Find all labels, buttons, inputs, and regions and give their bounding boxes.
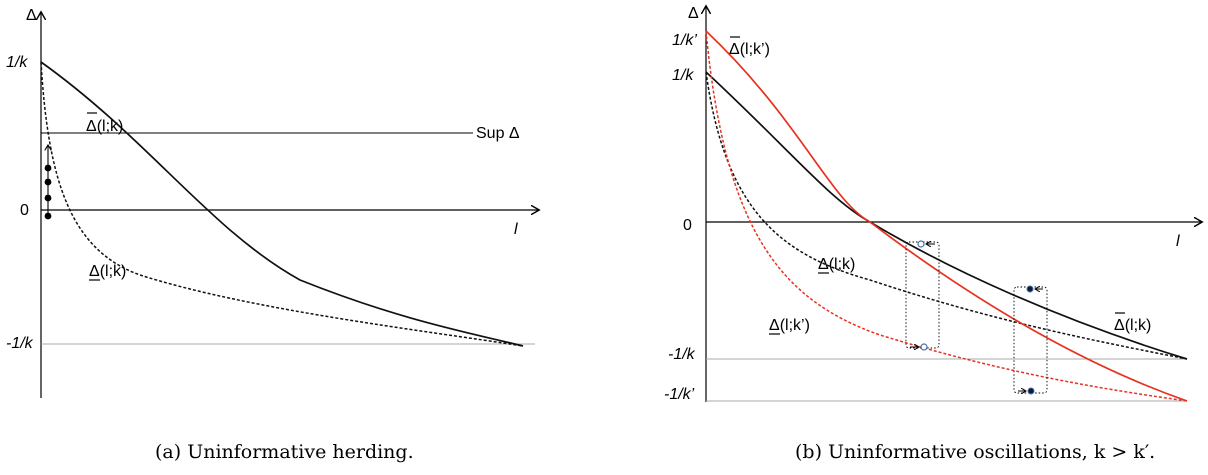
- panel-a-caption: (a) Uninformative herding.: [155, 441, 414, 463]
- panel-a-lower-curve: [40, 61, 524, 347]
- panel-b-tick-minus-1kprime: -1/k’: [664, 386, 695, 403]
- panel-b-oscillation-box-1: [905, 240, 940, 351]
- panel-b-tick-minus-1k: -1/k: [668, 346, 696, 363]
- panel-b-tick-0: 0: [683, 217, 692, 234]
- panel-b-lower-k-curve: [705, 71, 1188, 360]
- panel-b-tick-1k: 1/k: [672, 67, 694, 84]
- panel-b-filled-dot: [1026, 285, 1034, 293]
- panel-b-lower-k-label: Δ(l;k): [818, 256, 855, 274]
- panel-a-sup-label: Sup Δ: [476, 125, 520, 142]
- panel-a: Δ l 1/k 0 -1/k Sup Δ Δ(l;k) Δ(l;k) (a) U…: [6, 7, 538, 463]
- panel-b-y-axis-label: Δ: [688, 5, 699, 22]
- panel-a-dot: [44, 194, 52, 202]
- panel-a-dot: [44, 178, 52, 186]
- svg-text:Δ(l;k): Δ(l;k): [818, 256, 855, 273]
- panel-b-x-axis-label: l: [1176, 233, 1180, 250]
- panel-b-upper-k-label: Δ(l;k): [1114, 312, 1151, 334]
- svg-text:Δ(l;k): Δ(l;k): [86, 118, 123, 135]
- panel-b-upper-kprime-curve: [705, 30, 1188, 402]
- panel-b-filled-dot: [1027, 387, 1035, 395]
- panel-a-dot: [44, 164, 52, 172]
- svg-text:Δ(l;k): Δ(l;k): [1114, 317, 1151, 334]
- panel-b-open-dot: [917, 240, 925, 248]
- panel-a-dot: [44, 212, 52, 220]
- panel-b-lower-kprime-label: Δ(l;k’): [769, 317, 810, 335]
- svg-text:Δ(l;k’): Δ(l;k’): [769, 317, 810, 334]
- panel-a-tick-0: 0: [20, 202, 29, 219]
- panel-b-upper-k-curve: [705, 71, 1188, 360]
- panel-b-lower-kprime-curve: [705, 30, 1188, 402]
- panel-b-upper-kprime-label: Δ(l;k’): [729, 36, 770, 58]
- panel-b: Δ l 1/k’ 1/k 0 -1/k -1/k’ Δ(l;k’) Δ(l;k)…: [664, 5, 1201, 463]
- panel-a-x-axis-label: l: [514, 221, 518, 238]
- panel-a-herding-arrows: [44, 145, 52, 220]
- panel-a-lower-curve-label: Δ(l;k): [89, 263, 126, 281]
- panel-a-tick-1k: 1/k: [6, 54, 28, 71]
- panel-a-upper-curve-label: Δ(l;k): [86, 112, 123, 135]
- panel-a-tick-minus-1k: -1/k: [6, 335, 34, 352]
- panel-b-tick-1kprime: 1/k’: [672, 32, 697, 49]
- panel-a-y-axis-label: Δ: [26, 7, 37, 24]
- panel-b-caption: (b) Uninformative oscillations, k > k′.: [795, 441, 1155, 463]
- panel-b-open-dot: [920, 343, 928, 351]
- panel-a-upper-curve: [40, 61, 524, 347]
- svg-text:Δ(l;k): Δ(l;k): [89, 263, 126, 280]
- svg-text:Δ(l;k’): Δ(l;k’): [729, 41, 770, 58]
- panel-b-oscillation-box-2: [1013, 285, 1048, 395]
